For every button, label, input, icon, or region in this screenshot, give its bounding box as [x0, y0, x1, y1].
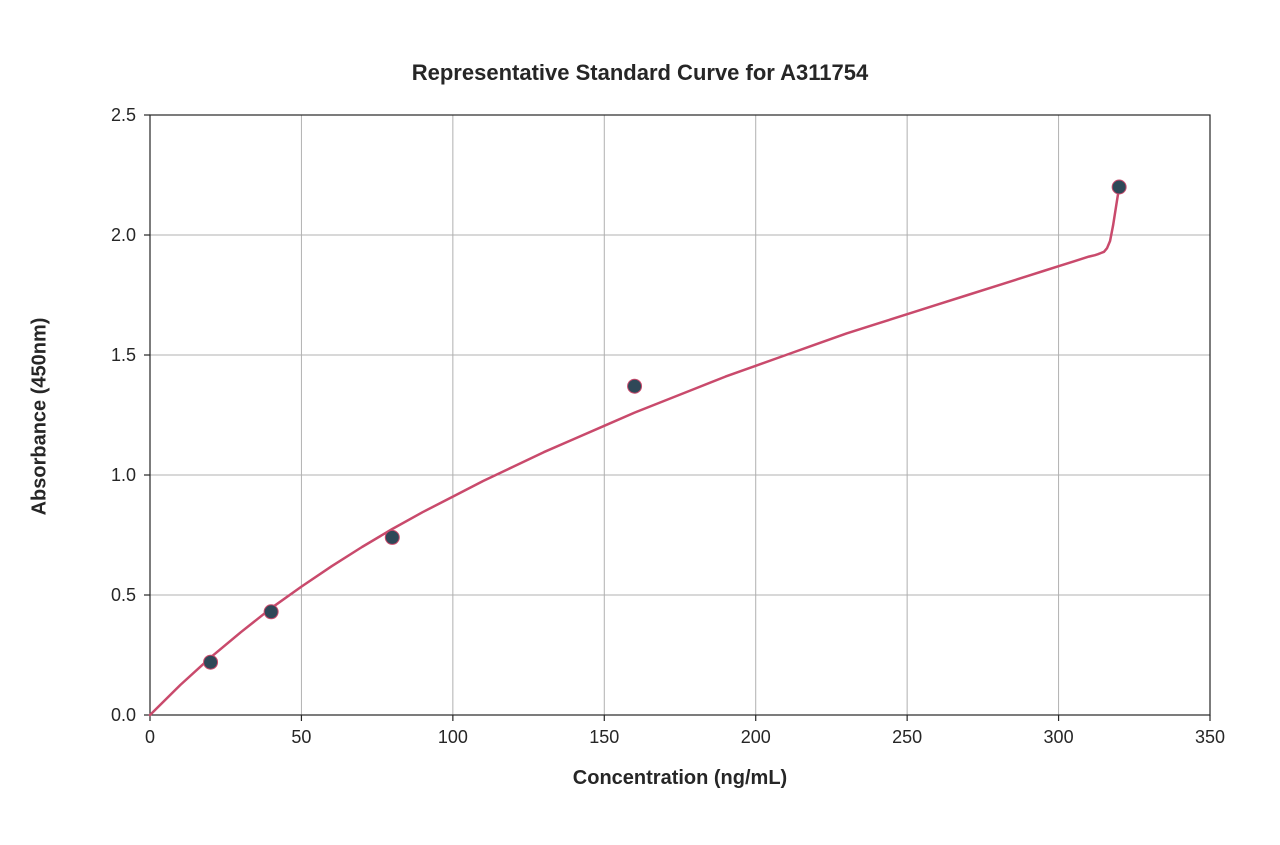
svg-text:150: 150 [589, 727, 619, 747]
chart-svg: 0 50 100 150 200 250 300 350 0.0 0.5 1.0 1.5 2.0 2.5 [0, 0, 1280, 845]
svg-text:2.0: 2.0 [111, 225, 136, 245]
svg-text:0.5: 0.5 [111, 585, 136, 605]
svg-text:50: 50 [291, 727, 311, 747]
chart-ylabel: Absorbance (450nm) [29, 297, 52, 537]
svg-text:2.5: 2.5 [111, 105, 136, 125]
svg-text:1.5: 1.5 [111, 345, 136, 365]
svg-text:100: 100 [438, 727, 468, 747]
svg-text:0.0: 0.0 [111, 705, 136, 725]
chart-xlabel: Concentration (ng/mL) [150, 767, 1210, 790]
chart-title: Representative Standard Curve for A31175… [0, 60, 1280, 86]
svg-text:200: 200 [741, 727, 771, 747]
svg-text:1.0: 1.0 [111, 465, 136, 485]
svg-text:250: 250 [892, 727, 922, 747]
svg-text:300: 300 [1044, 727, 1074, 747]
svg-text:0: 0 [145, 727, 155, 747]
chart-container: 0501001502002503003500.00.51.01.52.02.5 … [0, 0, 1280, 845]
svg-text:350: 350 [1195, 727, 1225, 747]
